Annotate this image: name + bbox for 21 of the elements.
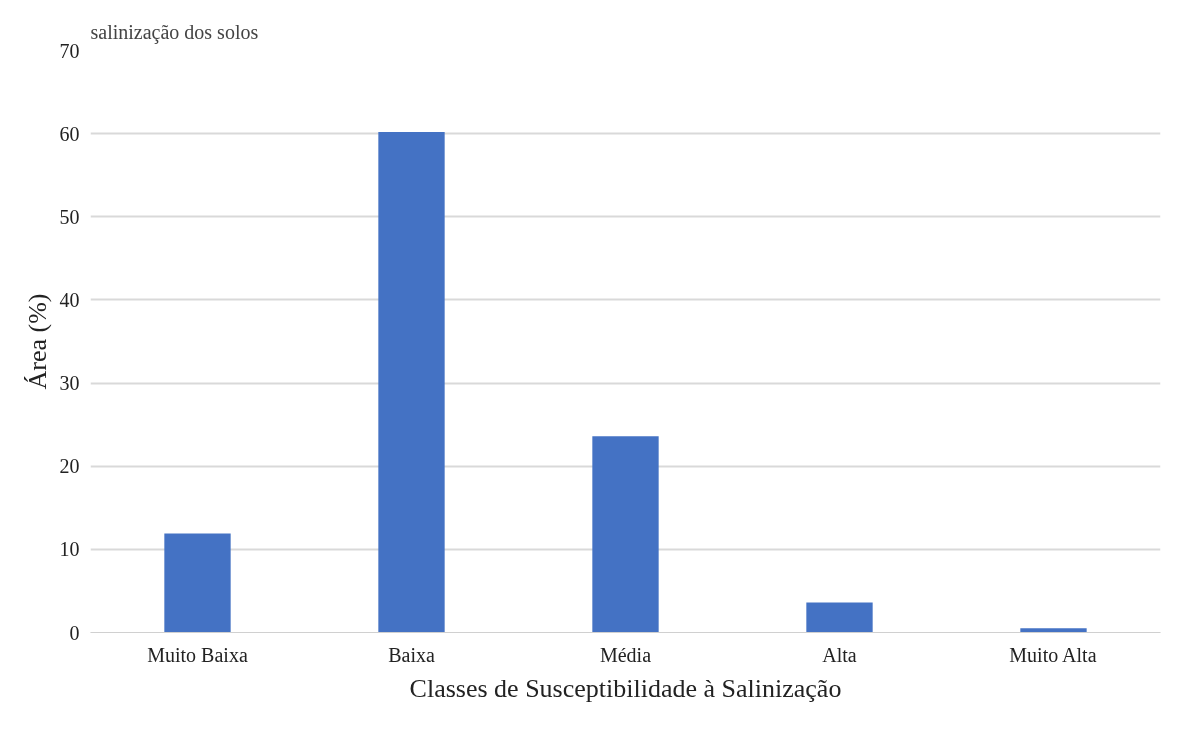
y-tick-label: 50 <box>59 205 80 228</box>
x-tick-label: Média <box>599 643 652 666</box>
y-tick-label: 70 <box>59 39 80 62</box>
bar <box>592 436 659 633</box>
y-tick-label: 30 <box>59 372 80 395</box>
x-tick-label: Muito Baixa <box>147 643 248 666</box>
bar <box>378 131 445 633</box>
bar <box>164 533 231 633</box>
y-axis-title: Área (%) <box>22 293 52 390</box>
y-tick-label: 10 <box>59 538 80 561</box>
text: salinização dos solos <box>90 20 259 44</box>
bar <box>1020 628 1087 633</box>
y-tick-label: 0 <box>69 621 80 644</box>
y-tick-label: 60 <box>59 122 80 145</box>
x-tick-label: Muito Alta <box>1009 643 1097 666</box>
y-tick-label: 40 <box>59 288 80 311</box>
bar <box>806 602 873 633</box>
x-axis-title: Classes de Susceptibilidade à Salinização <box>409 673 842 703</box>
y-tick-label: 20 <box>59 455 80 478</box>
x-tick-label: Alta <box>822 643 857 666</box>
x-tick-label: Baixa <box>388 643 435 666</box>
